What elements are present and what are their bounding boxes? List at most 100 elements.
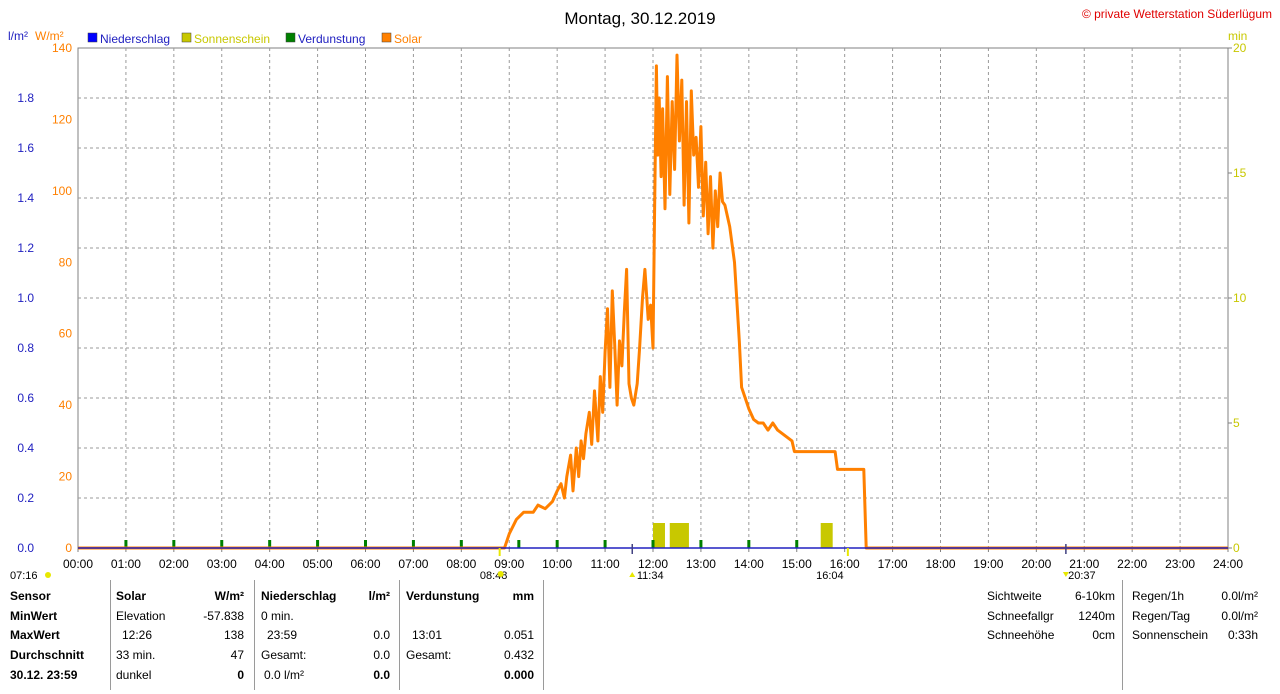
left-sun-dot: [45, 572, 51, 578]
precip-value-max: 0.0: [373, 628, 390, 642]
y-tick-label-precip: 1.2: [17, 241, 34, 255]
y-tick-label-solar: 60: [59, 327, 73, 341]
evaporation-tick: [220, 540, 224, 548]
x-tick-label: 01:00: [111, 557, 141, 571]
y-tick-label-precip: 1.6: [17, 141, 34, 155]
x-tick-label: 12:00: [638, 557, 668, 571]
solar-line: [78, 53, 1228, 550]
x-tick-label: 00:00: [63, 557, 93, 571]
x-tick-label: 17:00: [878, 557, 908, 571]
sunset-label: 16:04: [816, 570, 844, 580]
y-tick-label-precip: 1.4: [17, 191, 34, 205]
y-tick-label-minutes: 10: [1233, 291, 1247, 305]
sun-moon-markers: 08:48 16:04 11:34 20:37 07:16: [10, 544, 1096, 580]
solar-value-current: 0: [237, 668, 244, 682]
y-tick-label-precip: 0.4: [17, 441, 34, 455]
legend-label: Verdunstung: [298, 32, 365, 46]
y-tick-label-solar: 40: [59, 398, 73, 412]
visibility-value: 6-10km: [1074, 589, 1115, 603]
precip-label-total: Gesamt:: [261, 648, 307, 662]
evaporation-tick: [316, 540, 320, 548]
x-tick-label: 23:00: [1165, 557, 1195, 571]
y-tick-label-precip: 1.0: [17, 291, 34, 305]
x-tick-label: 06:00: [350, 557, 380, 571]
evaporation-tick: [172, 540, 176, 548]
x-tick-label: 21:00: [1069, 557, 1099, 571]
y-tick-label-precip: 0.8: [17, 341, 34, 355]
evaporation-tick: [555, 540, 559, 548]
left-unit-solar: W/m²: [35, 29, 64, 43]
x-tick-label: 14:00: [734, 557, 764, 571]
precip-unit: l/m²: [368, 589, 390, 603]
solar-label-avg: 33 min.: [116, 648, 156, 662]
evaporation-tick: [364, 540, 367, 548]
snow-depth-value: 0cm: [1092, 628, 1115, 642]
x-tick-label: 04:00: [255, 557, 285, 571]
evaporation-tick: [795, 540, 799, 548]
solar-value-max: 138: [223, 628, 244, 642]
solar-unit: W/m²: [214, 589, 244, 603]
x-tick-label: 20:00: [1021, 557, 1051, 571]
solar-label-current: dunkel: [116, 668, 152, 682]
legend-swatch: [381, 32, 392, 43]
y-tick-label-minutes: 15: [1233, 166, 1247, 180]
axes: 00:00 01:00 02:00 03:00 04:00 05:00 06:00 07:00…: [17, 41, 1246, 571]
x-tick-label: 11:00: [591, 557, 620, 571]
left-unit-precip: l/m²: [8, 29, 28, 43]
evaporation-tick: [651, 540, 655, 548]
rain-hour-value: 0.0l/m²: [1221, 589, 1258, 603]
y-tick-label-minutes: 0: [1233, 541, 1240, 555]
x-tick-label: 16:00: [830, 557, 860, 571]
legend-swatch: [87, 32, 98, 43]
legend-label: Niederschlag: [100, 32, 170, 46]
table-divider: [399, 580, 400, 690]
sunshine-bar: [820, 523, 833, 548]
legend-swatch: [181, 32, 192, 43]
solar-value-avg: 47: [230, 648, 244, 662]
evap-value-total: 0.432: [503, 648, 534, 662]
x-tick-label: 24:00: [1213, 557, 1243, 571]
sunshine-label: Sonnenschein: [1132, 628, 1209, 642]
row-label-avg: Durchschnitt: [10, 648, 85, 662]
evap-label-total: Gesamt:: [406, 648, 452, 662]
y-tick-label-solar: 80: [59, 255, 73, 269]
x-tick-label: 08:00: [446, 557, 476, 571]
sunrise-label: 08:48: [480, 570, 508, 580]
evap-unit: mm: [512, 589, 534, 603]
table-divider: [110, 580, 111, 690]
right-unit-min: min: [1228, 29, 1247, 43]
precip-label-max: 23:59: [267, 628, 298, 642]
sensor-header: Sensor: [10, 589, 51, 603]
sunshine-bars: [653, 523, 833, 548]
evap-value-current: 0.000: [503, 668, 534, 682]
moonset-icon: [629, 572, 636, 577]
row-label-current: 30.12. 23:59: [10, 668, 78, 682]
row-label-max: MaxWert: [10, 628, 60, 642]
copyright-text: © private Wetterstation Süderlügum: [1082, 7, 1272, 21]
sunshine-bar: [653, 523, 665, 548]
evaporation-tick: [411, 540, 415, 548]
y-tick-label-solar: 140: [52, 41, 72, 55]
y-tick-label-solar: 100: [52, 184, 72, 198]
y-tick-label-precip: 0.6: [17, 391, 34, 405]
rain-day-label: Regen/Tag: [1132, 609, 1191, 623]
precip-value-total: 0.0: [373, 648, 390, 662]
table-divider: [1122, 580, 1123, 690]
solar-header: Solar: [116, 589, 147, 603]
rain-day-value: 0.0l/m²: [1221, 609, 1258, 623]
row-label-min: MinWert: [10, 609, 58, 623]
evaporation-tick: [459, 540, 463, 548]
visibility-label: Sichtweite: [987, 589, 1042, 603]
sunshine-value: 0:33h: [1227, 628, 1258, 642]
weather-chart: Montag, 30.12.2019 © private Wetterstati…: [8, 7, 1272, 580]
y-tick-label-precip: 0.2: [17, 491, 34, 505]
rain-hour-label: Regen/1h: [1132, 589, 1185, 603]
evap-label-max: 13:01: [412, 628, 443, 642]
left-marker-label: 07:16: [10, 570, 38, 580]
moonrise-icon: [1062, 572, 1069, 577]
snowfall-limit-value: 1240m: [1078, 609, 1115, 623]
x-tick-label: 02:00: [159, 557, 189, 571]
moonset-label: 11:34: [637, 570, 664, 580]
legend: Niederschlag Sonnenschein Verdunstung Solar: [87, 32, 422, 46]
x-tick-label: 09:00: [494, 557, 524, 571]
